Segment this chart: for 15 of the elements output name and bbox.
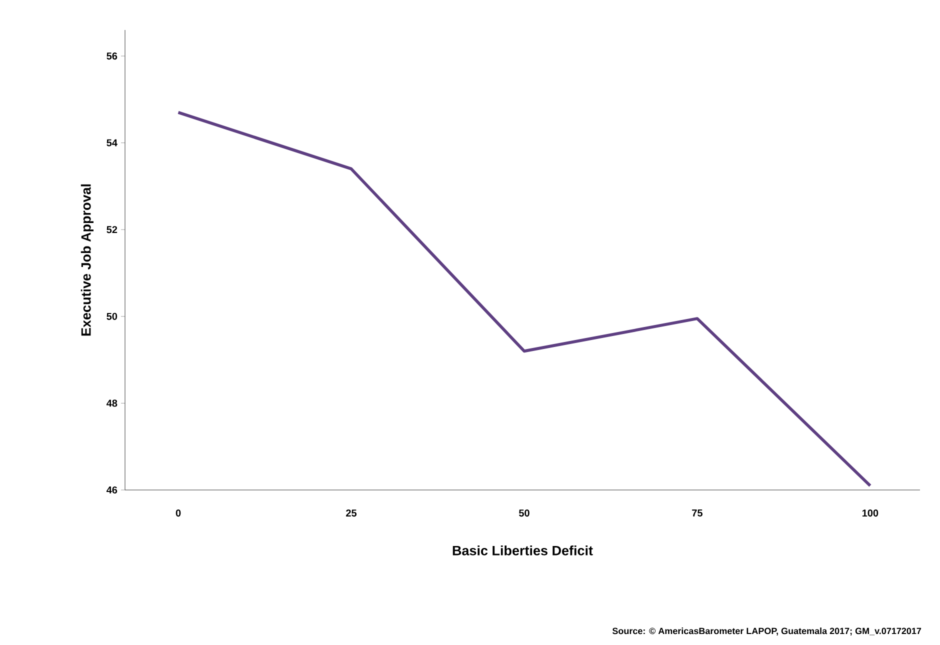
y-tick-label: 52 — [106, 226, 118, 234]
y-tick-label: 56 — [106, 52, 118, 60]
x-tick-label: 100 — [862, 510, 878, 517]
y-tick-label: 54 — [106, 139, 118, 146]
x-tick-label: 0 — [176, 510, 181, 517]
x-axis-title: Basic Liberties Deficit — [452, 545, 593, 556]
x-tick-label: 75 — [692, 510, 702, 516]
source-note: Source: © AmericasBarometer LAPOP, Guatemala 2017; GM_v.07172017 — [612, 628, 922, 636]
x-tick-label: 50 — [518, 510, 530, 517]
y-axis-title: Executive Job Approval — [80, 184, 94, 336]
y-tick-label: 48 — [106, 400, 118, 407]
y-tick-label: 46 — [106, 486, 118, 494]
x-tick-label: 25 — [346, 510, 357, 517]
line-series — [176, 110, 872, 488]
y-tick-label: 50 — [106, 312, 118, 320]
